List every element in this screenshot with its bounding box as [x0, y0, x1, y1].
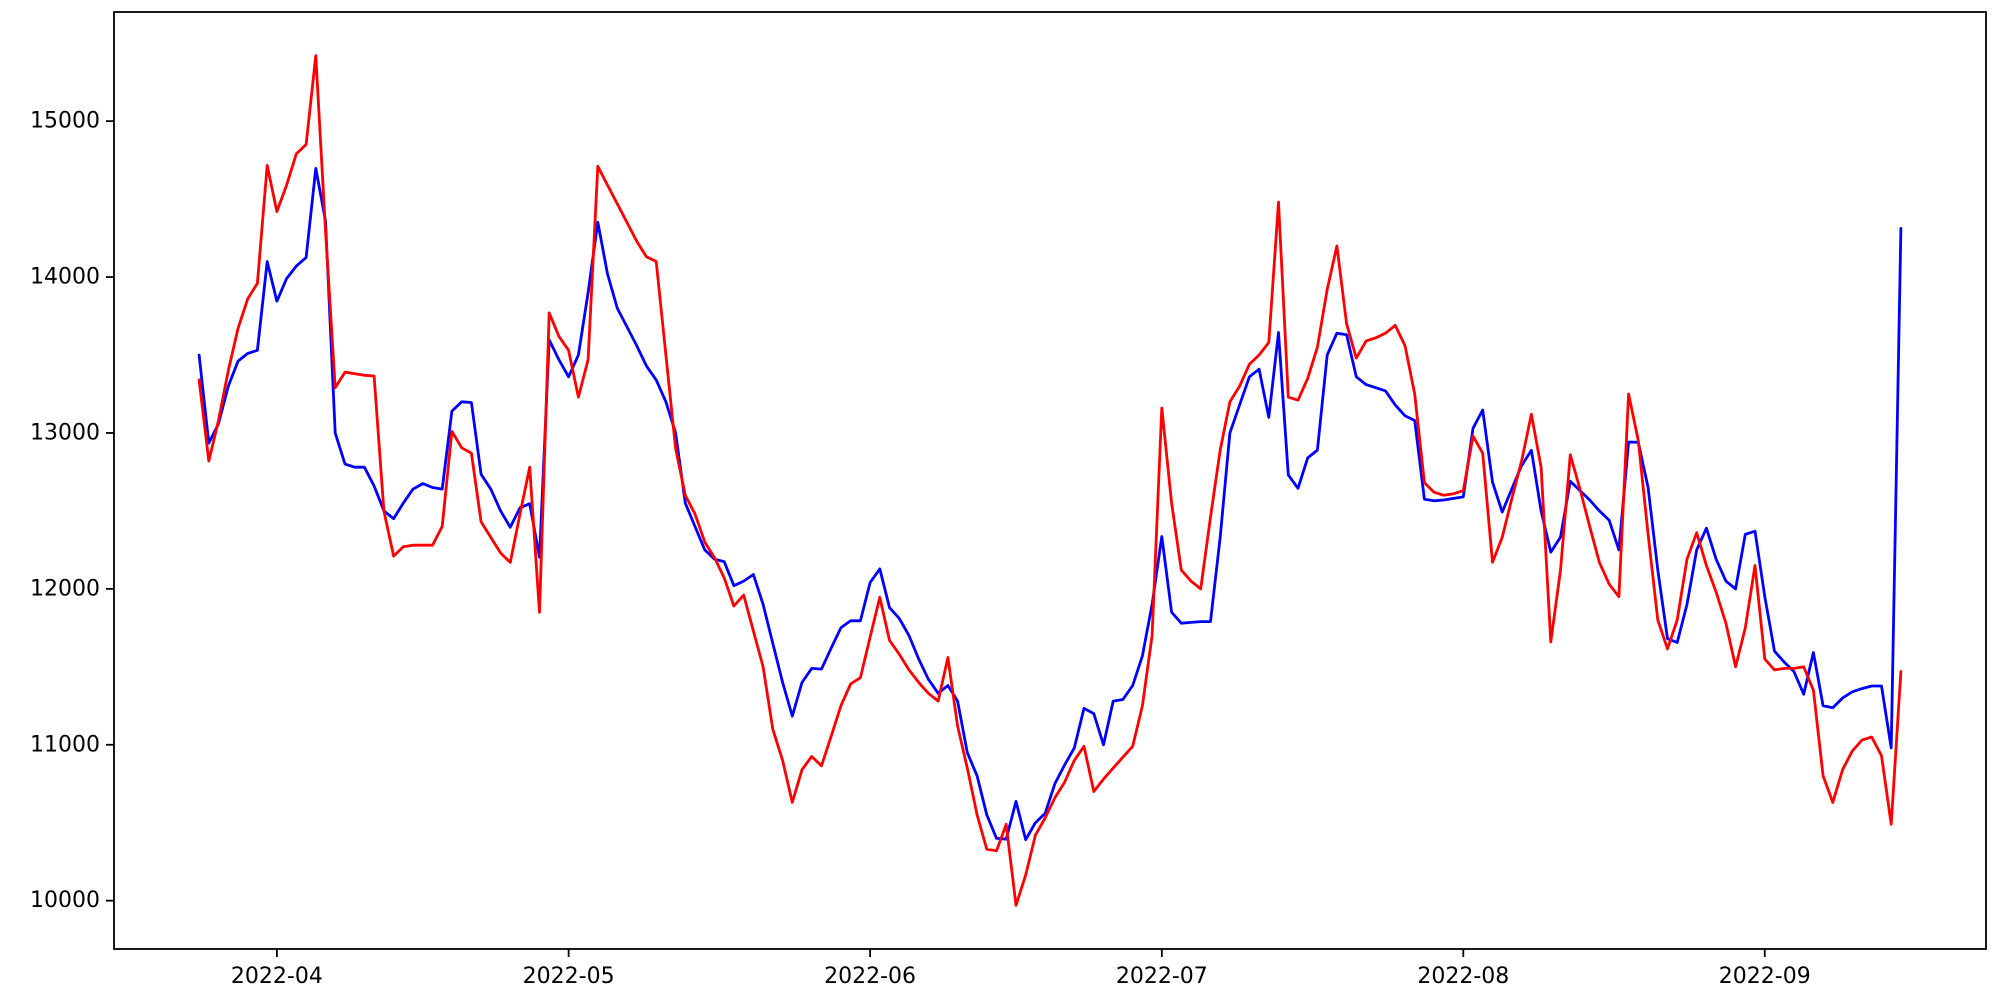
x-tick-label: 2022-05 — [523, 964, 615, 989]
x-tick-label: 2022-04 — [231, 964, 323, 989]
y-tick-label: 15000 — [30, 109, 100, 134]
y-tick-label: 13000 — [30, 420, 100, 445]
y-tick-label: 10000 — [30, 888, 100, 913]
red-line — [197, 54, 1903, 907]
y-tick-label: 11000 — [30, 732, 100, 757]
y-tick-label: 14000 — [30, 265, 100, 290]
y-tick-label: 12000 — [30, 576, 100, 601]
x-tick-label: 2022-08 — [1417, 964, 1509, 989]
plot-area — [114, 12, 1986, 949]
x-tick-label: 2022-07 — [1116, 964, 1208, 989]
x-tick-label: 2022-09 — [1719, 964, 1811, 989]
blue-line — [197, 166, 1903, 842]
x-tick-label: 2022-06 — [824, 964, 916, 989]
plot-border — [113, 11, 1987, 950]
